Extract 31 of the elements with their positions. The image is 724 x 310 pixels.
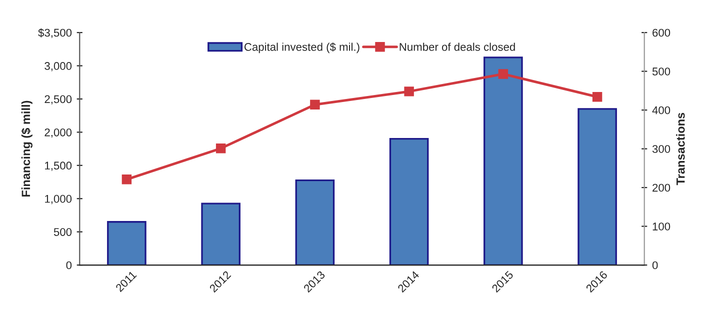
y-tick-label: 3,000 [44, 62, 72, 72]
y2-tick-label: 300 [652, 145, 670, 153]
y-tick-label: 1,000 [45, 194, 72, 204]
legend-label: Number of deals closed [400, 42, 515, 51]
y-axis-title: Financing ($ mill) [21, 100, 32, 197]
point [404, 86, 414, 96]
bar [484, 56, 523, 266]
y-tick-label: $3,500 [38, 28, 72, 38]
y2-axis-title: Transactions [676, 112, 685, 186]
y2-tick-label: 400 [652, 106, 670, 114]
point [498, 69, 508, 79]
y-tick-label: 0 [66, 261, 72, 270]
point [122, 174, 132, 184]
y2-tick-label: 200 [652, 184, 670, 192]
y2-tick-label: 0 [652, 261, 658, 270]
y-tick-label: 2,500 [44, 95, 72, 104]
point [310, 100, 320, 110]
point [592, 92, 602, 102]
bar [295, 180, 335, 266]
y2-tick-label: 100 [652, 222, 670, 230]
legend-label: Capital invested ($ mil.) [244, 42, 360, 54]
y-tick-label: 1,500 [45, 162, 72, 171]
bar [389, 138, 429, 266]
y2-tick-label: 600 [652, 28, 670, 37]
y-tick-label: 2,000 [44, 128, 72, 138]
bar [107, 221, 146, 266]
point [216, 144, 226, 154]
y2-tick-label: 500 [652, 68, 670, 76]
bar [578, 108, 617, 266]
bar [201, 202, 240, 266]
y-tick-label: 500 [54, 228, 72, 236]
